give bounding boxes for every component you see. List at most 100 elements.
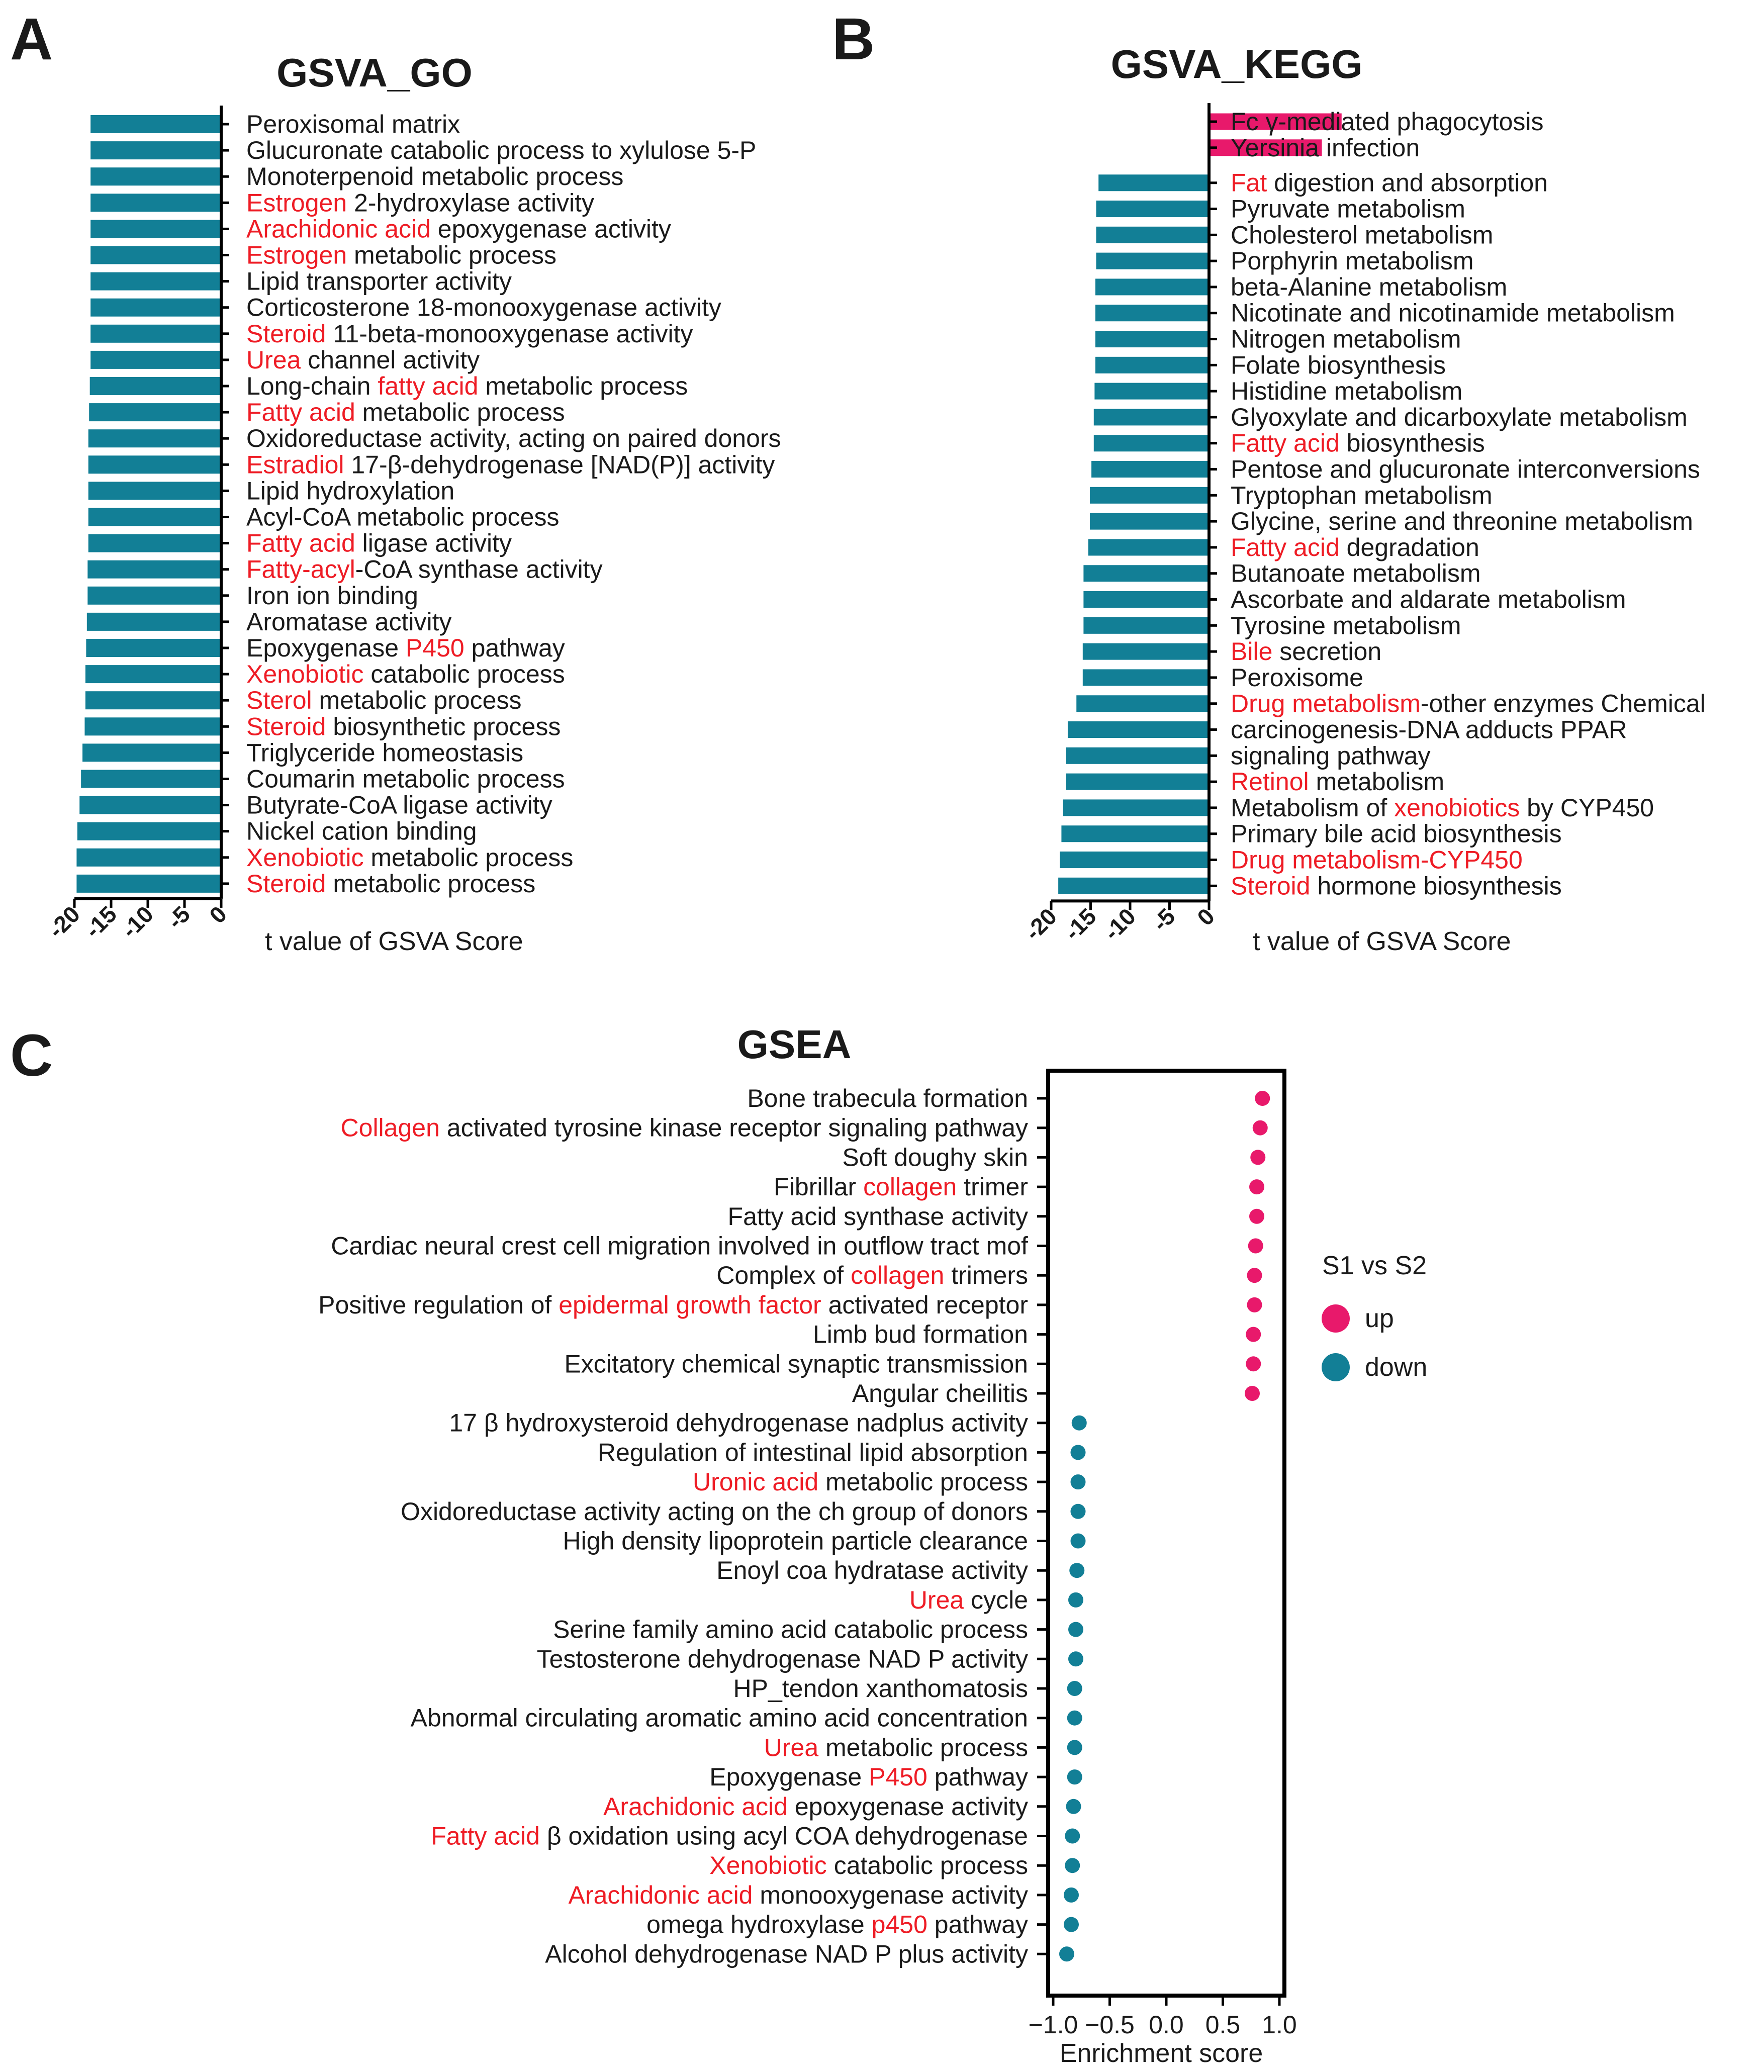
label-segment: Oxidoreductase activity acting on the ch… — [401, 1497, 1028, 1526]
label-segment: Estrogen — [246, 189, 347, 217]
category-label: Triglyceride homeostasis — [246, 738, 523, 767]
label-segment: Fatty acid synthase activity — [728, 1202, 1028, 1231]
label-segment: Pentose and glucuronate interconversions — [1231, 455, 1700, 484]
data-point — [1066, 1799, 1081, 1814]
bar — [90, 350, 221, 369]
chart-c-legend: S1 vs S2 up down — [1322, 1251, 1427, 1382]
data-point — [1249, 1208, 1264, 1224]
bar — [84, 717, 221, 736]
category-label: Drug metabolism-CYP450 — [1231, 846, 1523, 874]
category-label: Butyrate-CoA ligase activity — [246, 791, 552, 819]
bar — [1209, 113, 1342, 130]
label-segment: Iron ion binding — [246, 582, 418, 610]
label-segment: Limb bud formation — [813, 1321, 1028, 1349]
category-label: Metabolism of xenobiotics by CYP450 — [1231, 794, 1654, 822]
category-label: Pyruvate metabolism — [1231, 195, 1465, 223]
bar — [1088, 539, 1209, 556]
label-segment: Tyrosine metabolism — [1231, 611, 1461, 639]
category-label: Urea channel activity — [246, 346, 480, 374]
chart-a-xlabel: t value of GSVA Score — [265, 927, 523, 956]
label-segment: metabolic process — [347, 241, 556, 269]
x-tick-label: 0.0 — [1149, 2011, 1184, 2039]
chart-b-bars — [1058, 113, 1342, 894]
category-label: Uronic acid metabolic process — [693, 1468, 1028, 1496]
label-segment: Peroxisomal matrix — [246, 110, 460, 138]
label-segment: xenobiotics — [1394, 794, 1520, 822]
label-segment: Arachidonic acid — [603, 1793, 788, 1821]
bar — [90, 167, 221, 186]
panel-label-a: A — [10, 6, 53, 72]
category-label: Nickel cation binding — [246, 817, 477, 845]
label-segment: Regulation of intestinal lipid absorptio… — [598, 1438, 1028, 1466]
category-label: Epoxygenase P450 pathway — [709, 1763, 1028, 1791]
label-segment: Angular cheilitis — [852, 1379, 1028, 1407]
label-segment: ligase activity — [355, 529, 512, 557]
bar — [1096, 252, 1209, 269]
category-label: Tryptophan metabolism — [1231, 481, 1493, 509]
category-label: High density lipoprotein particle cleara… — [563, 1527, 1028, 1555]
label-segment: pathway — [465, 634, 565, 662]
data-point — [1071, 1415, 1087, 1431]
category-label: Steroid biosynthetic process — [246, 712, 561, 740]
category-label: Fatty-acyl-CoA synthase activity — [246, 555, 603, 584]
data-point — [1065, 1858, 1080, 1873]
category-label: Sterol metabolic process — [246, 686, 521, 714]
category-label: omega hydroxylase p450 pathway — [646, 1911, 1028, 1939]
category-label: Fatty acid ligase activity — [246, 529, 512, 557]
label-segment: Positive regulation of — [318, 1291, 559, 1319]
category-label: Nitrogen metabolism — [1231, 325, 1461, 353]
bar — [88, 534, 222, 552]
label-segment: Tryptophan metabolism — [1231, 481, 1493, 509]
category-label: Aromatase activity — [246, 608, 451, 636]
label-segment: Porphyrin metabolism — [1231, 247, 1474, 275]
bar — [1066, 747, 1209, 764]
data-point — [1247, 1268, 1262, 1283]
data-point — [1069, 1563, 1085, 1578]
label-segment: biosynthesis — [1340, 429, 1485, 457]
label-segment: Arachidonic acid — [246, 215, 431, 243]
category-label: Butanoate metabolism — [1231, 559, 1481, 588]
label-segment: Cardiac neural crest cell migration invo… — [331, 1232, 1028, 1260]
bar — [1095, 356, 1209, 373]
label-segment: Yersinia infection — [1231, 134, 1420, 162]
category-label: Positive regulation of epidermal growth … — [318, 1291, 1028, 1319]
x-tick-label: −0.5 — [1085, 2011, 1135, 2039]
bar — [90, 246, 221, 264]
data-point — [1070, 1533, 1086, 1549]
data-point — [1067, 1681, 1082, 1696]
label-segment: metabolism — [1309, 768, 1445, 796]
label-segment: Testosterone dehydrogenase NAD P activit… — [537, 1645, 1028, 1673]
category-label: Peroxisomal matrix — [246, 110, 460, 138]
label-segment: collagen — [863, 1173, 957, 1201]
label-segment: Nicotinate and nicotinamide metabolism — [1231, 299, 1675, 327]
category-label: Iron ion binding — [246, 582, 418, 610]
label-segment: Fatty acid — [246, 529, 355, 557]
label-segment: trimers — [944, 1261, 1028, 1289]
category-label: Fc γ-mediated phagocytosis — [1231, 108, 1544, 136]
label-segment: Fatty acid — [431, 1822, 540, 1850]
label-segment: omega hydroxylase — [646, 1911, 871, 1939]
bar — [79, 796, 221, 814]
bar — [82, 743, 221, 762]
label-segment: Steroid — [246, 712, 326, 740]
label-segment: Retinol — [1231, 768, 1309, 796]
chart-b-title: GSVA_KEGG — [1111, 42, 1363, 86]
x-tick-label: −1.0 — [1029, 2011, 1078, 2039]
label-segment: Steroid — [246, 870, 326, 898]
label-segment: Excitatory chemical synaptic transmissio… — [564, 1350, 1028, 1378]
label-segment: P450 — [406, 634, 465, 662]
category-label: Arachidonic acid epoxygenase activity — [246, 215, 671, 243]
label-segment: Lipid hydroxylation — [246, 477, 454, 505]
category-label: HP_tendon xanthomatosis — [733, 1674, 1028, 1703]
label-segment: Ascorbate and aldarate metabolism — [1231, 586, 1626, 614]
category-label: Lipid transporter activity — [246, 267, 512, 296]
data-point — [1065, 1828, 1080, 1844]
label-segment: Fatty acid — [1231, 533, 1340, 561]
data-point — [1070, 1503, 1086, 1519]
category-label: Testosterone dehydrogenase NAD P activit… — [537, 1645, 1028, 1673]
chart-c-points — [1059, 1091, 1270, 1962]
bar — [1095, 305, 1209, 322]
